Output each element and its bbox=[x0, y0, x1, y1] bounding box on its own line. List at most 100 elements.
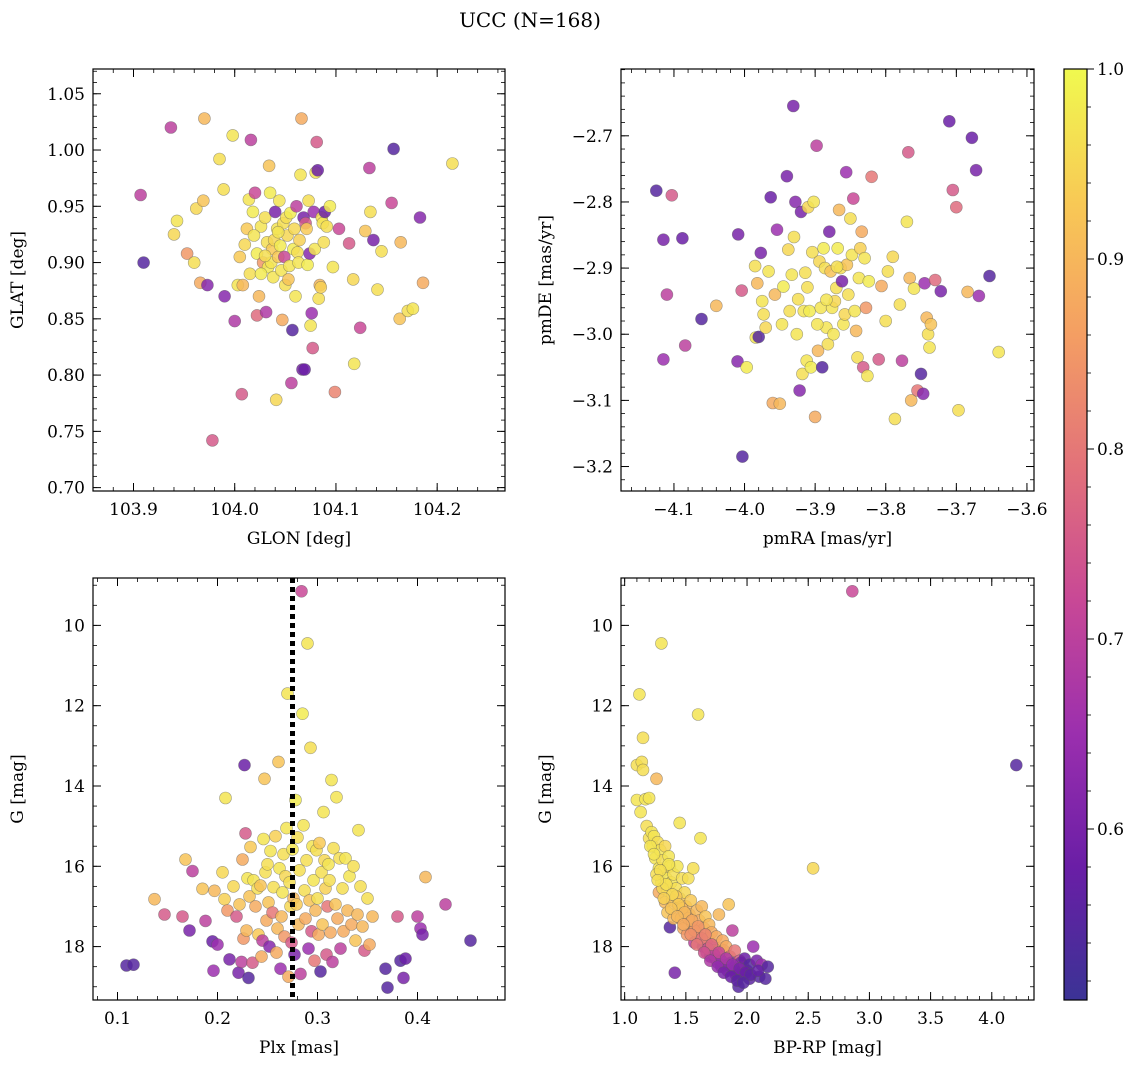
data-point bbox=[262, 159, 276, 173]
data-point bbox=[789, 195, 802, 209]
data-point bbox=[807, 195, 821, 209]
data-point bbox=[236, 853, 249, 866]
data-point bbox=[371, 283, 384, 296]
data-point bbox=[297, 818, 310, 832]
data-point bbox=[346, 273, 360, 286]
data-point bbox=[731, 355, 744, 368]
data-point bbox=[642, 791, 656, 805]
data-point bbox=[275, 313, 289, 327]
data-point bbox=[665, 189, 679, 202]
axes-frame bbox=[620, 68, 1035, 492]
data-point bbox=[246, 956, 259, 970]
colorbar-tick-label: 0.8 bbox=[1097, 440, 1124, 460]
colorbar-tick-label: 0.7 bbox=[1097, 630, 1124, 650]
data-point bbox=[230, 910, 243, 923]
points-group bbox=[120, 584, 477, 994]
y-tick-label: 0.90 bbox=[47, 254, 85, 274]
data-point bbox=[831, 242, 845, 255]
data-point bbox=[684, 894, 698, 907]
data-point bbox=[311, 164, 325, 177]
data-point bbox=[207, 964, 220, 978]
data-point bbox=[387, 142, 400, 156]
data-point bbox=[183, 924, 196, 937]
data-point bbox=[391, 910, 404, 923]
y-tick-label: 18 bbox=[63, 938, 85, 958]
data-point bbox=[1009, 758, 1023, 772]
data-point bbox=[336, 882, 349, 895]
y-tick-label: 12 bbox=[591, 697, 613, 717]
data-point bbox=[893, 298, 907, 311]
data-point bbox=[148, 892, 161, 906]
data-point bbox=[249, 900, 262, 913]
data-point bbox=[248, 186, 262, 200]
data-point bbox=[801, 280, 814, 294]
data-point bbox=[770, 223, 784, 236]
data-point bbox=[845, 248, 859, 262]
y-tick-label: −2.9 bbox=[572, 259, 613, 279]
data-point bbox=[263, 186, 277, 200]
data-point bbox=[844, 212, 857, 225]
data-point bbox=[310, 135, 324, 149]
data-point bbox=[269, 829, 282, 843]
data-point bbox=[859, 301, 873, 315]
data-point bbox=[244, 840, 257, 854]
data-point bbox=[972, 289, 986, 303]
y-tick-label: 0.95 bbox=[47, 197, 85, 217]
data-point bbox=[227, 880, 240, 893]
data-point bbox=[691, 708, 705, 721]
data-point bbox=[918, 276, 931, 290]
data-point bbox=[851, 351, 864, 364]
data-point bbox=[969, 163, 983, 177]
data-point bbox=[199, 914, 212, 928]
data-point bbox=[439, 898, 452, 911]
data-point bbox=[759, 321, 773, 334]
colorbar: 0.6 0.7 0.8 0.9 1.0 bbox=[1063, 60, 1124, 1001]
colorbar-tick-label: 1.0 bbox=[1097, 60, 1124, 80]
data-point bbox=[946, 183, 960, 197]
y-axis-label: pmDE [mas/yr] bbox=[536, 215, 556, 345]
data-point bbox=[324, 926, 337, 939]
data-point bbox=[293, 863, 306, 877]
x-tick-label: −3.6 bbox=[1006, 500, 1047, 520]
data-point bbox=[332, 222, 346, 236]
data-point bbox=[949, 200, 963, 214]
data-point bbox=[808, 410, 822, 424]
data-point bbox=[777, 280, 790, 293]
data-point bbox=[773, 397, 787, 411]
data-point bbox=[780, 169, 794, 183]
data-point bbox=[916, 387, 930, 401]
y-tick-label: −3.1 bbox=[572, 391, 613, 411]
data-point bbox=[363, 161, 376, 175]
data-point bbox=[798, 266, 812, 280]
y-tick-label: 16 bbox=[63, 857, 85, 877]
data-point bbox=[848, 304, 862, 318]
data-point bbox=[296, 707, 309, 721]
data-point bbox=[356, 920, 369, 933]
data-point bbox=[446, 157, 459, 170]
data-point bbox=[678, 339, 692, 352]
data-point bbox=[886, 250, 900, 264]
data-point bbox=[293, 233, 306, 247]
data-point bbox=[164, 121, 178, 134]
data-point bbox=[651, 873, 665, 887]
data-point bbox=[187, 256, 201, 269]
colorbar-tick-label: 0.6 bbox=[1097, 820, 1124, 840]
data-point bbox=[381, 981, 394, 994]
data-point bbox=[923, 341, 936, 354]
data-point bbox=[660, 288, 674, 301]
data-point bbox=[751, 964, 765, 978]
data-point bbox=[875, 279, 888, 293]
data-point bbox=[301, 258, 314, 272]
data-point bbox=[845, 584, 859, 598]
y-tick-label: 10 bbox=[63, 616, 85, 636]
data-point bbox=[273, 239, 287, 252]
data-point bbox=[252, 289, 266, 303]
data-point bbox=[308, 954, 321, 968]
data-point bbox=[208, 884, 221, 898]
data-point bbox=[259, 305, 273, 319]
data-point bbox=[217, 183, 230, 196]
data-point bbox=[235, 387, 249, 401]
y-tick-label: 14 bbox=[591, 777, 613, 797]
data-point bbox=[255, 950, 268, 963]
